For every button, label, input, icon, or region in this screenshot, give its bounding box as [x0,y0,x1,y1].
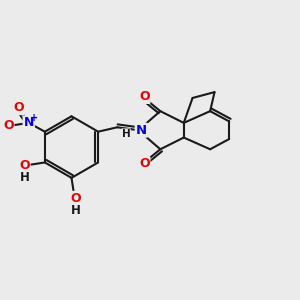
Text: O: O [3,119,13,132]
Text: H: H [122,129,130,139]
Text: H: H [20,171,29,184]
Text: O: O [13,101,24,114]
Text: H: H [71,204,81,217]
Text: O: O [139,158,149,170]
Text: O: O [19,159,30,172]
Text: +: + [30,112,38,123]
Text: N: N [23,116,34,129]
Text: O: O [70,192,81,205]
Text: N: N [136,124,147,137]
Text: O: O [139,90,149,103]
